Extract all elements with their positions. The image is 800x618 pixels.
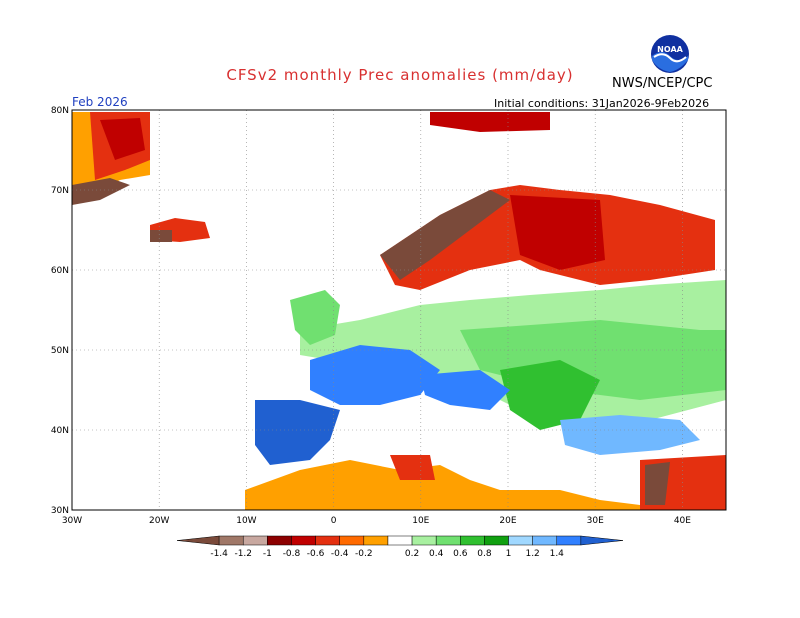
colorbar-swatch: [242, 535, 268, 546]
latitude-tick-label: 80N: [51, 106, 69, 116]
colorbar-label: 1: [506, 549, 512, 559]
colorbar-swatch: [387, 535, 413, 546]
colorbar-swatch: [508, 535, 533, 546]
colorbar-swatch: [176, 535, 220, 546]
colorbar-swatch: [435, 535, 461, 546]
colorbar-label: 0.4: [429, 549, 444, 559]
longitude-tick-label: 30E: [587, 516, 604, 526]
latitude-tick-label: 60N: [51, 266, 69, 276]
latitude-tick-label: 30N: [51, 506, 69, 516]
longitude-tick-label: 10W: [236, 516, 256, 526]
anomaly-region-north-africa: [245, 460, 640, 510]
colorbar-label: -0.6: [307, 549, 325, 559]
colorbar-swatch: [532, 535, 558, 546]
anomaly-region-finland: [510, 195, 605, 270]
colorbar-swatch: [460, 535, 485, 546]
latitude-tick-label: 50N: [51, 346, 69, 356]
anomaly-region-turkey: [560, 415, 700, 455]
anomaly-region-alps: [420, 370, 510, 410]
colorbar-label: 1.2: [525, 549, 539, 559]
organization-label: NWS/NCEP/CPC: [612, 76, 713, 91]
map-frame: [71, 109, 727, 511]
colorbar-label: 0.2: [405, 549, 419, 559]
anomaly-region-levant: [645, 462, 670, 505]
colorbar-swatch: [339, 535, 365, 546]
initial-conditions-label: Initial conditions: 31Jan2026-9Feb2026: [494, 97, 710, 110]
longitude-tick-label: 30W: [62, 516, 82, 526]
anomaly-region-balkans: [500, 360, 600, 430]
colorbar-swatch: [267, 535, 292, 546]
colorbar-label: -0.2: [355, 549, 373, 559]
latitude-ticks: 80N 70N 60N 50N 40N 30N: [51, 106, 69, 516]
longitude-tick-label: 10E: [412, 516, 429, 526]
colorbar-swatch: [291, 535, 316, 546]
colorbar-swatch: [411, 535, 437, 546]
chart-title: CFSv2 monthly Prec anomalies (mm/day): [226, 66, 574, 84]
colorbar-label: -1: [263, 549, 272, 559]
colorbar-label: 0.8: [477, 549, 492, 559]
colorbar-label: -1.2: [234, 549, 252, 559]
colorbar-label: -1.4: [210, 549, 228, 559]
longitude-ticks: 30W 20W 10W 0 10E 20E 30E 40E: [62, 516, 691, 526]
colorbar-swatch: [315, 535, 340, 546]
colorbar-label: -0.8: [283, 549, 301, 559]
colorbar-label: -0.4: [331, 549, 349, 559]
noaa-logo: NOAA: [651, 35, 689, 73]
latitude-tick-label: 70N: [51, 186, 69, 196]
valid-month-label: Feb 2026: [72, 95, 128, 109]
anomaly-region-british-isles: [290, 290, 340, 345]
longitude-tick-label: 20E: [499, 516, 516, 526]
anomaly-region-norway-coast: [380, 190, 510, 280]
anomaly-region-iberia: [255, 400, 340, 465]
colorbar: -1.4 -1.2 -1 -0.8 -0.6 -0.4 -0.2 0.2 0.4 0.6 0.8 1 1…: [176, 535, 624, 559]
colorbar-label: 0.6: [453, 549, 468, 559]
colorbar-swatch: [363, 535, 389, 546]
colorbar-swatch: [484, 535, 509, 546]
colorbar-swatch: [580, 535, 624, 546]
noaa-logo-text: NOAA: [657, 45, 683, 54]
longitude-tick-label: 0: [331, 516, 337, 526]
colorbar-label: 1.4: [550, 549, 565, 559]
longitude-tick-label: 20W: [149, 516, 169, 526]
anomaly-region-france: [310, 345, 440, 405]
longitude-tick-label: 40E: [674, 516, 691, 526]
colorbar-swatch: [556, 535, 582, 546]
anomaly-region-greenland-dry: [100, 118, 145, 160]
anomaly-region-maghreb: [390, 455, 435, 480]
colorbar-swatch: [218, 535, 244, 546]
anomaly-field: [72, 110, 726, 510]
latitude-tick-label: 40N: [51, 426, 69, 436]
lat-lon-grid: [72, 110, 726, 510]
anomaly-region-svalbard: [430, 112, 550, 132]
anomaly-region-greenland-coast: [72, 178, 130, 205]
